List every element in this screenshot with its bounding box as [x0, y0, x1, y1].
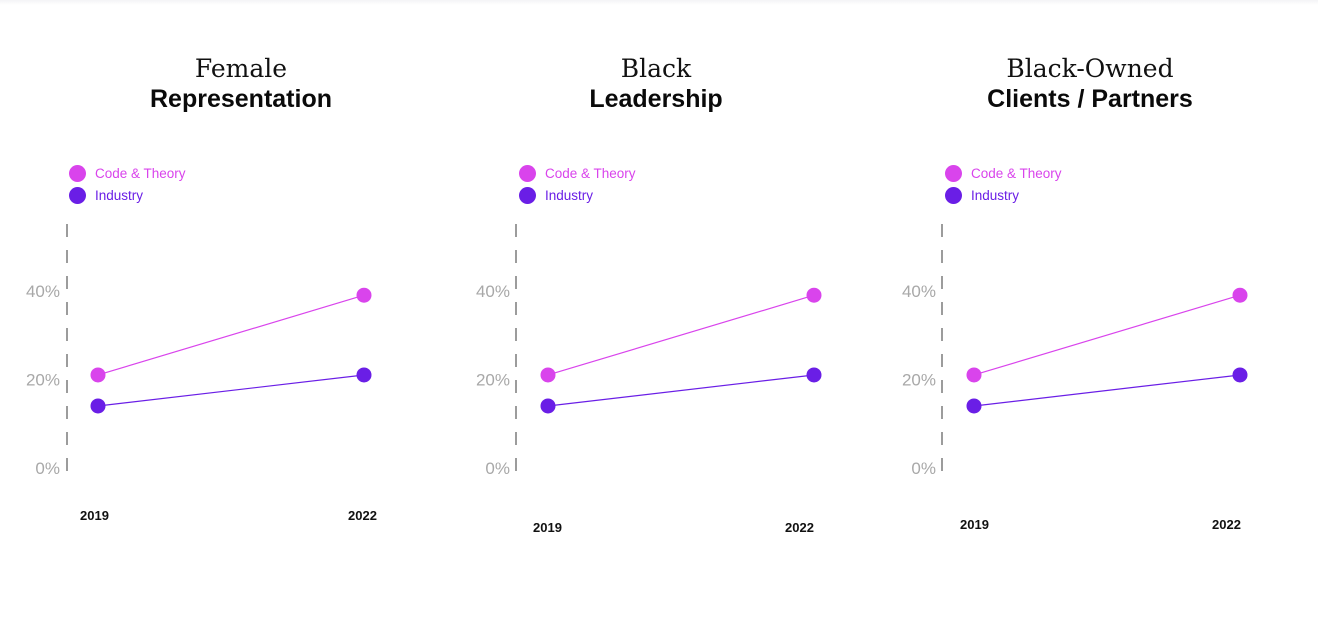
- chart-panel-female-representation: Female Representation Code & Theory Indu…: [0, 0, 440, 642]
- data-point-code-theory-2022: [1232, 287, 1248, 303]
- line-chart: 40% 20% 0%: [476, 224, 822, 478]
- chart-legend: Code & Theory Industry: [519, 162, 636, 206]
- legend-item-code-theory: Code & Theory: [519, 162, 636, 184]
- chart-legend: Code & Theory Industry: [69, 162, 186, 206]
- y-tick-label: 40%: [902, 282, 936, 301]
- line-chart: 40% 20% 0%: [902, 224, 1248, 478]
- legend-label-code-theory: Code & Theory: [95, 165, 186, 181]
- data-point-industry-2019: [540, 398, 556, 414]
- legend-label-code-theory: Code & Theory: [545, 165, 636, 181]
- chart-title-line2: Representation: [150, 85, 332, 113]
- data-point-industry-2022: [1232, 367, 1248, 383]
- x-tick-label-2019: 2019: [533, 520, 562, 535]
- x-tick-label-2019: 2019: [80, 508, 109, 523]
- chart-title: Female Representation: [81, 54, 401, 114]
- data-point-code-theory-2022: [806, 287, 822, 303]
- legend-dot-code-theory: [519, 164, 536, 182]
- legend-label-industry: Industry: [971, 187, 1020, 203]
- y-tick-label: 0%: [485, 459, 510, 478]
- series-line-code-theory: [97, 294, 365, 376]
- line-chart: 40% 20% 0%: [26, 224, 372, 478]
- chart-title-line1: Black: [620, 54, 692, 83]
- chart-title: Black-Owned Clients / Partners: [930, 54, 1250, 114]
- series-line-industry: [547, 374, 815, 407]
- y-tick-label: 40%: [26, 282, 60, 301]
- chart-title-line2: Leadership: [589, 85, 723, 113]
- legend-label-industry: Industry: [95, 187, 144, 203]
- data-point-industry-2019: [90, 398, 106, 414]
- legend-dot-industry: [945, 186, 962, 204]
- x-tick-label-2022: 2022: [785, 520, 814, 535]
- y-tick-label: 0%: [35, 459, 60, 478]
- chart-title-line2: Clients / Partners: [987, 85, 1193, 113]
- data-point-industry-2019: [966, 398, 982, 414]
- data-point-industry-2022: [806, 367, 822, 383]
- legend-label-industry: Industry: [545, 187, 594, 203]
- legend-item-industry: Industry: [945, 184, 1062, 206]
- legend-dot-industry: [519, 186, 536, 204]
- legend-item-industry: Industry: [519, 184, 636, 206]
- data-point-code-theory-2019: [90, 367, 106, 383]
- y-tick-label: 0%: [911, 459, 936, 478]
- series-line-industry: [97, 374, 365, 407]
- legend-dot-industry: [69, 186, 86, 204]
- chart-panel-black-owned-clients: Black-Owned Clients / Partners Code & Th…: [876, 0, 1316, 642]
- data-point-code-theory-2019: [540, 367, 556, 383]
- legend-item-industry: Industry: [69, 184, 186, 206]
- series-line-code-theory: [547, 294, 815, 376]
- legend-item-code-theory: Code & Theory: [69, 162, 186, 184]
- legend-label-code-theory: Code & Theory: [971, 165, 1062, 181]
- x-tick-label-2022: 2022: [1212, 517, 1241, 532]
- legend-item-code-theory: Code & Theory: [945, 162, 1062, 184]
- chart-title-line1: Black-Owned: [1006, 54, 1174, 83]
- data-point-code-theory-2019: [966, 367, 982, 383]
- y-tick-label: 40%: [476, 282, 510, 301]
- data-point-industry-2022: [356, 367, 372, 383]
- chart-legend: Code & Theory Industry: [945, 162, 1062, 206]
- x-tick-label-2019: 2019: [960, 517, 989, 532]
- chart-title-line1: Female: [194, 54, 288, 83]
- top-strip: [0, 0, 1318, 5]
- data-point-code-theory-2022: [356, 287, 372, 303]
- chart-title: Black Leadership: [496, 54, 816, 114]
- chart-panel-black-leadership: Black Leadership Code & Theory Industry …: [450, 0, 880, 642]
- series-line-industry: [973, 374, 1241, 407]
- legend-dot-code-theory: [945, 164, 962, 182]
- x-tick-label-2022: 2022: [348, 508, 377, 523]
- y-tick-label: 20%: [902, 370, 936, 389]
- series-line-code-theory: [973, 294, 1241, 376]
- y-tick-label: 20%: [476, 370, 510, 389]
- legend-dot-code-theory: [69, 164, 86, 182]
- y-tick-label: 20%: [26, 370, 60, 389]
